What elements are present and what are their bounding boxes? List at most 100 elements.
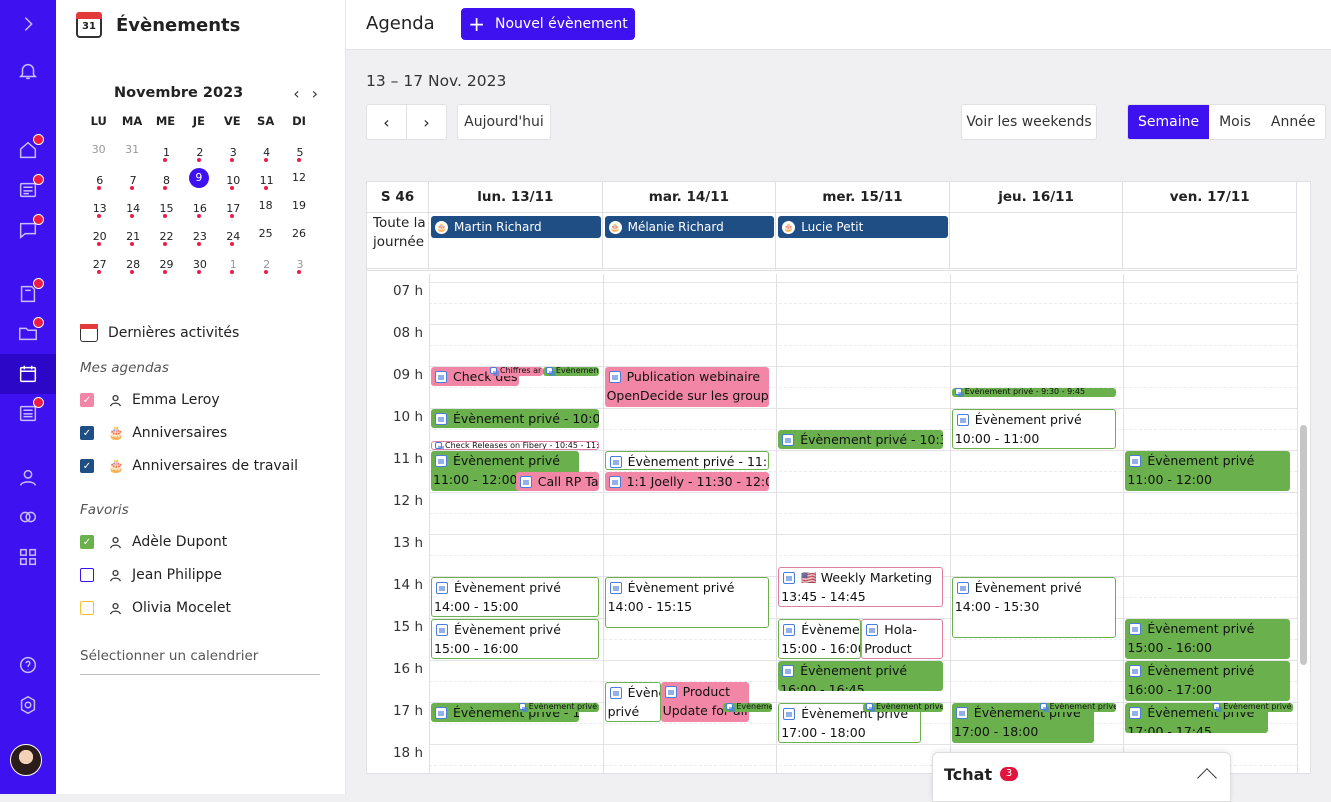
calendar-event[interactable]: Évènement privé 15:00 - 16:00 (431, 619, 599, 660)
mini-day[interactable]: 3 (282, 248, 315, 276)
mini-day[interactable]: 17 (216, 192, 249, 220)
agenda-item[interactable]: ✓ Emma Leroy (80, 390, 220, 410)
favorite-item[interactable]: ✓ Adèle Dupont (80, 532, 227, 552)
rail-item-calendar[interactable] (0, 354, 56, 394)
rail-item-apps-grid[interactable] (16, 545, 40, 569)
rail-item-people[interactable] (16, 466, 40, 490)
rail-item-bell[interactable] (16, 59, 40, 83)
calendar-event[interactable]: Évènement privé 10:00 - 11:00 (951, 409, 1117, 450)
calendar-event[interactable]: Évènement privé - (863, 703, 943, 713)
recent-activities[interactable]: Dernières activités (80, 324, 239, 342)
allday-event[interactable]: 🎂 Lucie Petit (778, 216, 948, 238)
calendar-event[interactable]: Évènement privé 16:00 - 16:45 (778, 661, 943, 691)
calendar-event[interactable]: Évènement privé - 9:30 - 9:45 (951, 388, 1117, 398)
favorite-checkbox[interactable]: ✓ (80, 535, 94, 549)
allday-cell[interactable] (1123, 213, 1297, 271)
calendar-event[interactable]: Évènement privé - (1210, 703, 1294, 713)
rail-item-folder[interactable] (16, 317, 44, 345)
calendar-event[interactable]: Évènement privé - (1036, 703, 1117, 713)
agenda-checkbox[interactable]: ✓ (80, 393, 94, 407)
rail-item-help[interactable] (16, 653, 40, 677)
calendar-event[interactable]: 1:1 Joelly - 11:30 - 12:00 (604, 472, 770, 492)
mini-day[interactable]: 8 (149, 164, 182, 192)
rail-item-newspaper[interactable] (16, 174, 44, 202)
allday-cell[interactable] (429, 213, 603, 271)
calendar-event[interactable]: Évènement privé - (515, 703, 599, 713)
show-weekends-button[interactable]: Voir les weekends (961, 104, 1097, 140)
next-week-button[interactable]: › (423, 112, 430, 132)
mini-day[interactable]: 26 (282, 220, 315, 248)
calendar-event[interactable]: Évènement 15:00 - 16:00 (778, 619, 862, 660)
allday-event[interactable]: 🎂 Martin Richard (431, 216, 601, 238)
rail-item-links[interactable] (16, 505, 40, 529)
prev-week-button[interactable]: ‹ (367, 105, 407, 139)
mini-day[interactable]: 25 (249, 220, 282, 248)
calendar-event[interactable]: Évènement privé 17:00 - 18:00 (778, 703, 921, 744)
agenda-checkbox[interactable]: ✓ (80, 426, 94, 440)
favorite-checkbox[interactable] (80, 601, 94, 615)
calendar-event[interactable]: Évènement privé 14:00 - 15:15 (604, 577, 770, 628)
rail-item-settings[interactable] (16, 693, 40, 717)
calendar-event[interactable]: Évènement privé 14:00 - 15:30 (951, 577, 1117, 639)
calendar-event[interactable]: Product Update for all (660, 682, 749, 723)
mini-prev-month-icon[interactable]: ‹ (293, 83, 300, 103)
calendar-event[interactable]: Évènemen (542, 367, 599, 377)
view-week-tab[interactable]: Semaine (1128, 105, 1210, 139)
view-month-tab[interactable]: Mois (1219, 114, 1251, 130)
allday-cell[interactable] (949, 213, 1124, 271)
mini-day[interactable]: 15 (149, 192, 182, 220)
mini-day[interactable]: 24 (216, 220, 249, 248)
mini-day[interactable]: 20 (82, 220, 115, 248)
mini-day[interactable]: 1 (149, 136, 182, 164)
calendar-event[interactable]: Évènement privé - 11:00 - (604, 451, 770, 471)
calendar-event[interactable]: Évènement privé 16:00 - 17:00 (1125, 661, 1290, 702)
mini-day[interactable]: 27 (82, 248, 115, 276)
mini-day-today[interactable]: 9 (182, 164, 215, 192)
user-avatar[interactable] (10, 744, 42, 776)
calendar-event[interactable]: Check Releases on Fibery - 10:45 - 11:00 (431, 440, 599, 450)
mini-day[interactable]: 3 (216, 136, 249, 164)
mini-day[interactable]: 23 (182, 220, 215, 248)
mini-day[interactable]: 5 (282, 136, 315, 164)
mini-day[interactable]: 10 (216, 164, 249, 192)
mini-next-month-icon[interactable]: › (311, 83, 318, 103)
mini-day[interactable]: 19 (282, 192, 315, 220)
calendar-event[interactable]: Évènement privé 11:00 - 12:00 (1125, 451, 1290, 492)
day-header[interactable]: mar. 14/11 (602, 182, 777, 213)
mini-day[interactable]: 14 (115, 192, 148, 220)
mini-day[interactable]: 21 (115, 220, 148, 248)
calendar-event[interactable]: Évènement privé 15:00 - 16:00 (1125, 619, 1290, 660)
mini-day[interactable]: 12 (282, 164, 315, 192)
rail-item-chat[interactable] (16, 214, 44, 242)
mini-day[interactable]: 2 (249, 248, 282, 276)
day-header[interactable]: lun. 13/11 (429, 182, 603, 213)
mini-day[interactable]: 22 (149, 220, 182, 248)
mini-day[interactable]: 2 (182, 136, 215, 164)
calendar-event[interactable]: Évènement privé - 10:00 - (431, 409, 599, 429)
calendar-scrollbar[interactable] (1300, 425, 1307, 665)
allday-cell[interactable] (602, 213, 777, 271)
rail-item-book[interactable] (16, 278, 44, 306)
mini-day[interactable]: 31 (115, 136, 148, 164)
today-button[interactable]: Aujourd'hui (457, 104, 551, 140)
mini-day[interactable]: 6 (82, 164, 115, 192)
agenda-checkbox[interactable]: ✓ (80, 459, 94, 473)
favorite-item[interactable]: Olivia Mocelet (80, 598, 231, 618)
select-calendar-input[interactable]: Sélectionner un calendrier (80, 648, 320, 675)
calendar-event[interactable]: Évènement privé 14:00 - 15:00 (431, 577, 599, 618)
mini-day[interactable]: 7 (115, 164, 148, 192)
mini-day[interactable]: 4 (249, 136, 282, 164)
mini-day[interactable]: 16 (182, 192, 215, 220)
favorite-checkbox[interactable] (80, 568, 94, 582)
mini-day[interactable]: 30 (82, 136, 115, 164)
day-header[interactable]: ven. 17/11 (1123, 182, 1297, 213)
mini-day[interactable]: 28 (115, 248, 148, 276)
allday-event[interactable]: 🎂 Mélanie Richard (604, 216, 775, 238)
chat-panel[interactable]: Tchat 3 (932, 752, 1231, 802)
mini-day[interactable]: 1 (216, 248, 249, 276)
rail-item-home[interactable] (16, 134, 44, 162)
calendar-event[interactable]: 🇺🇸 Weekly Marketing 13:45 - 14:45 (778, 566, 943, 607)
calendar-event[interactable]: Évènemen (723, 703, 773, 713)
calendar-event[interactable]: Évènement privé - 10:30 - (778, 430, 943, 450)
calendar-event[interactable]: Publication webinaire OpenDecide sur les … (604, 367, 770, 408)
